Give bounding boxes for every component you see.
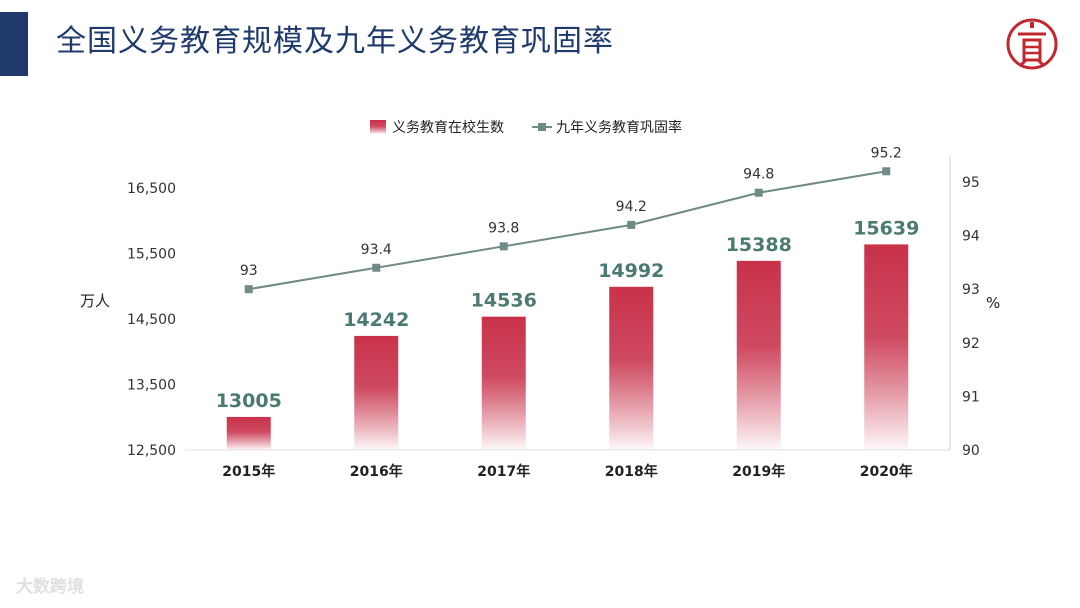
legend: 义务教育在校生数 九年义务教育巩固率 xyxy=(370,119,682,136)
line-value-label: 93.8 xyxy=(488,220,519,236)
y-right-tick-label: 91 xyxy=(962,389,980,405)
x-tick-label: 2018年 xyxy=(605,463,658,480)
line-value-label: 95.2 xyxy=(871,145,902,161)
line-value-label: 93 xyxy=(240,263,258,279)
line-value-label: 94.2 xyxy=(616,199,647,215)
y-left-tick-label: 13,500 xyxy=(127,378,176,394)
legend-line-label: 九年义务教育巩固率 xyxy=(556,119,682,136)
watermark: 大数跨境 xyxy=(16,577,84,597)
bar xyxy=(481,316,526,450)
bar-series xyxy=(226,244,909,450)
y-left-axis-label: 万人 xyxy=(80,292,110,310)
y-left-tick-label: 12,500 xyxy=(127,443,176,459)
y-right-axis-label: % xyxy=(986,294,1000,312)
legend-bar-label: 义务教育在校生数 xyxy=(392,119,504,136)
bar-value-label: 13005 xyxy=(216,390,282,412)
data-labels: 13005 14242 14536 14992 15388 15639 93 93.4 93.8… xyxy=(216,145,920,412)
y-right-tick-label: 93 xyxy=(962,282,980,298)
line-point xyxy=(499,242,508,251)
y-left-tick-label: 14,500 xyxy=(127,312,176,328)
x-tick-label: 2020年 xyxy=(860,463,913,480)
line-point xyxy=(882,167,891,176)
line-path xyxy=(248,170,887,291)
line-series xyxy=(244,167,891,294)
line-value-label: 93.4 xyxy=(361,242,392,258)
x-tick-label: 2016年 xyxy=(350,463,403,480)
line-point xyxy=(244,285,253,294)
x-tick-label: 2015年 xyxy=(222,463,275,480)
y-left-tick-label: 16,500 xyxy=(127,181,176,197)
title-accent-bar xyxy=(0,12,28,76)
page-title: 全国义务教育规模及九年义务教育巩固率 xyxy=(56,24,614,59)
bar xyxy=(864,244,909,450)
x-tick-label: 2017年 xyxy=(477,463,530,480)
y-right-tick-label: 90 xyxy=(962,443,980,459)
axes: 12,500 13,500 14,500 15,500 16,500 90 91 92 93 94… xyxy=(80,155,1000,480)
bar xyxy=(609,286,654,450)
bar xyxy=(226,416,271,450)
line-point xyxy=(754,188,763,197)
y-right-tick-label: 92 xyxy=(962,336,980,352)
line-value-label: 94.8 xyxy=(743,167,774,183)
y-right-tick-label: 94 xyxy=(962,229,980,245)
y-right-tick-label: 95 xyxy=(962,175,980,191)
bar-value-label: 15388 xyxy=(726,234,792,256)
y-left-tick-label: 15,500 xyxy=(127,247,176,263)
x-tick-label: 2019年 xyxy=(732,463,785,480)
line-point xyxy=(627,220,636,229)
line-point xyxy=(372,263,381,272)
bar-value-label: 14992 xyxy=(598,260,664,282)
legend-line-marker xyxy=(538,123,546,131)
bar-value-label: 15639 xyxy=(853,217,919,239)
logo-icon xyxy=(1006,18,1058,70)
bar-value-label: 14536 xyxy=(471,290,537,312)
bar xyxy=(736,260,781,450)
bar xyxy=(354,335,399,450)
legend-bar-swatch xyxy=(370,120,386,134)
bar-value-label: 14242 xyxy=(343,309,409,331)
